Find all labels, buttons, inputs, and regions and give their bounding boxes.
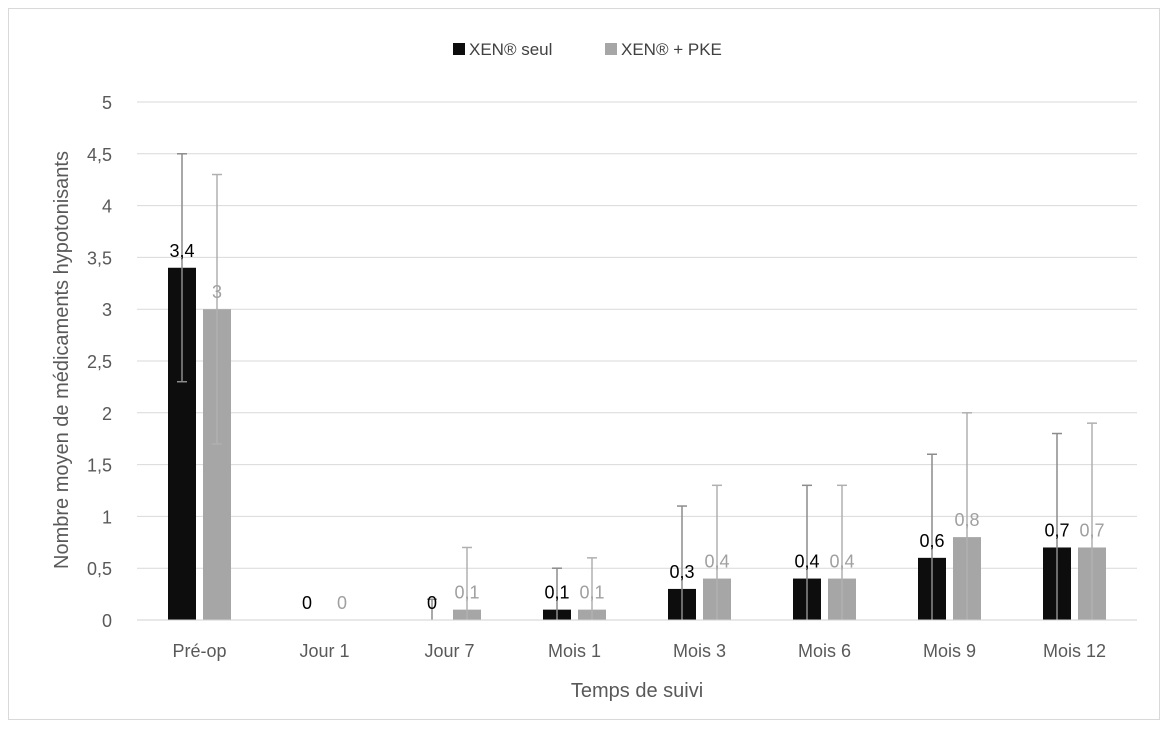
data-label: 0,1 — [544, 583, 569, 603]
y-tick-label: 4 — [102, 197, 112, 217]
legend-swatch-xen-seul — [453, 43, 465, 55]
data-label: 0 — [337, 593, 347, 613]
x-tick-label: Mois 3 — [673, 641, 726, 661]
data-label: 0,1 — [454, 583, 479, 603]
data-label: 0,4 — [794, 552, 819, 572]
y-tick-label: 0 — [102, 611, 112, 631]
x-tick-label: Mois 1 — [548, 641, 601, 661]
x-tick-label: Mois 12 — [1043, 641, 1106, 661]
bars — [168, 267, 1106, 620]
y-tick-label: 5 — [102, 93, 112, 113]
y-tick-label: 3,5 — [87, 248, 112, 268]
y-axis-ticks: 0 0,5 1 1,5 2 2,5 3 3,5 4 4,5 5 — [87, 93, 112, 631]
legend-label-xen-seul: XEN® seul — [469, 40, 552, 59]
y-axis-title: Nombre moyen de médicaments hypotonisant… — [51, 151, 73, 569]
data-label: 0,3 — [669, 562, 694, 582]
data-label: 0 — [302, 593, 312, 613]
chart-frame — [8, 8, 1160, 720]
data-label: 0,6 — [919, 531, 944, 551]
data-label: 0,1 — [579, 583, 604, 603]
data-labels: 3,4 3 0 0 0 0,1 0,1 0,1 0,3 0,4 0,4 0,4 0,6 0,8 0,7 0,7 — [169, 241, 1104, 613]
y-tick-label: 2 — [102, 404, 112, 424]
data-label: 0,4 — [829, 552, 854, 572]
x-tick-label: Pré-op — [172, 641, 226, 661]
data-label: 0,8 — [954, 510, 979, 530]
y-tick-label: 3 — [102, 300, 112, 320]
data-label: 3,4 — [169, 241, 194, 261]
data-label: 0,7 — [1079, 520, 1104, 540]
x-tick-label: Mois 6 — [798, 641, 851, 661]
x-tick-label: Jour 1 — [299, 641, 349, 661]
x-axis-ticks: Pré-op Jour 1 Jour 7 Mois 1 Mois 3 Mois 6 Mois… — [172, 641, 1106, 661]
data-label: 0,7 — [1044, 520, 1069, 540]
gridlines — [137, 101, 1137, 569]
data-label: 3 — [212, 282, 222, 302]
x-axis-title: Temps de suivi — [571, 680, 703, 702]
data-label: 0 — [427, 593, 437, 613]
data-label: 0,4 — [704, 552, 729, 572]
y-tick-label: 1 — [102, 507, 112, 527]
legend-swatch-xen-pke — [605, 43, 617, 55]
y-tick-label: 4,5 — [87, 145, 112, 165]
legend-label-xen-pke: XEN® + PKE — [621, 40, 722, 59]
x-tick-label: Mois 9 — [923, 641, 976, 661]
y-tick-label: 1,5 — [87, 456, 112, 476]
x-tick-label: Jour 7 — [424, 641, 474, 661]
y-tick-label: 2,5 — [87, 352, 112, 372]
legend: XEN® seul XEN® + PKE — [453, 40, 722, 59]
error-bars — [177, 153, 1097, 620]
y-tick-label: 0,5 — [87, 559, 112, 579]
